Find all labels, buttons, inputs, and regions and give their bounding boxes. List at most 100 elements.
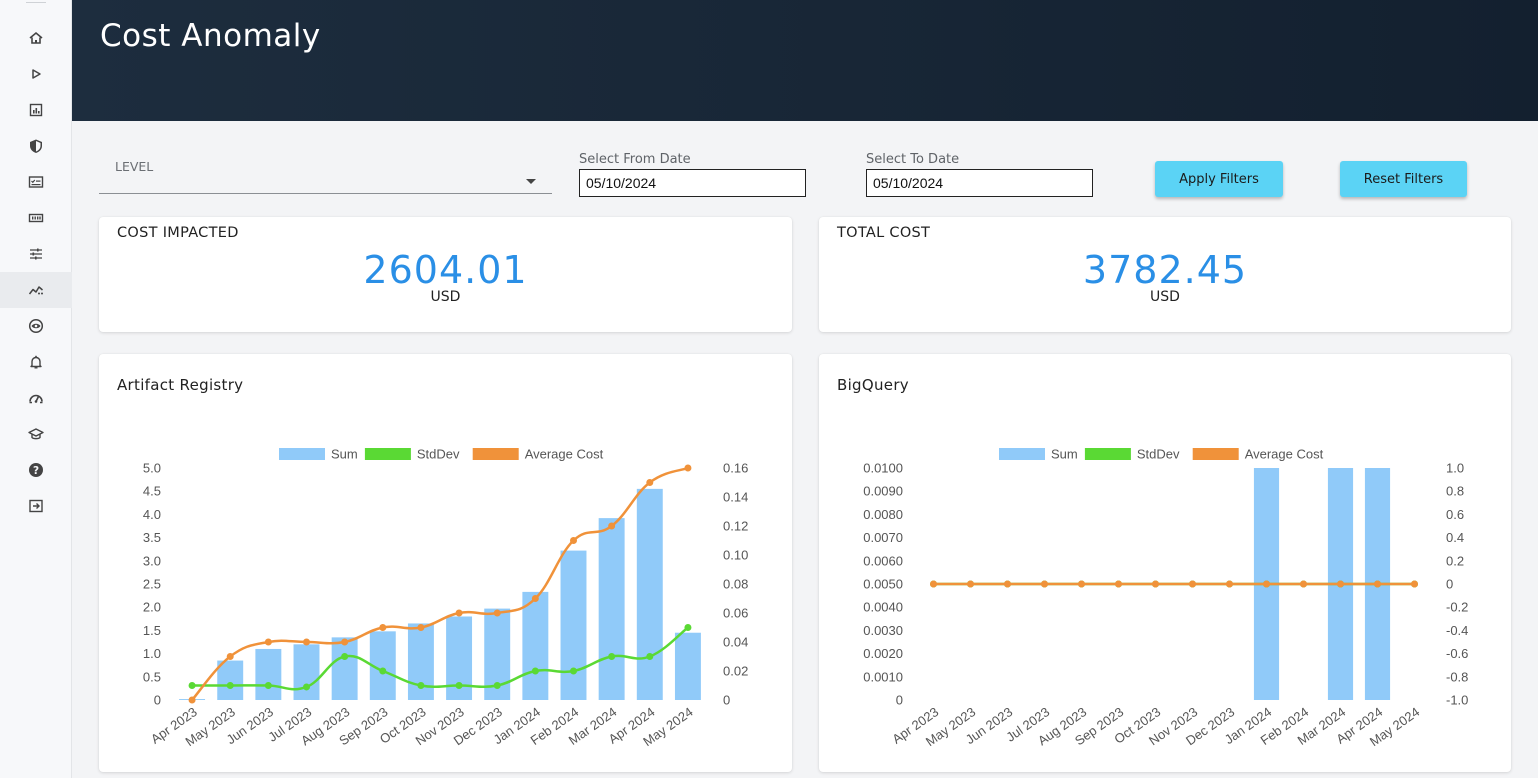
stddev-point bbox=[455, 682, 463, 689]
y-right-tick-label: 0.12 bbox=[723, 519, 748, 534]
from-date-label: Select From Date bbox=[579, 152, 691, 167]
cost-impacted-card: COST IMPACTED 2604.01 USD bbox=[99, 217, 792, 332]
svg-text:?: ? bbox=[33, 465, 39, 477]
y-left-tick-label: 0.0040 bbox=[863, 600, 903, 615]
chart-legend: Sum StdDev Average Cost bbox=[279, 447, 604, 462]
total-cost-title: TOTAL COST bbox=[837, 225, 931, 241]
y-left-tick-label: 3.0 bbox=[143, 553, 161, 568]
sidebar-item-anomaly-trend[interactable] bbox=[0, 272, 72, 308]
sum-bar bbox=[255, 648, 282, 700]
legend-label: Sum bbox=[1051, 447, 1078, 462]
chart-legend: Sum StdDev Average Cost bbox=[999, 447, 1324, 462]
sidebar-item-logout[interactable] bbox=[0, 488, 72, 524]
sum-bar bbox=[560, 550, 587, 700]
legend-label: Average Cost bbox=[525, 447, 604, 462]
total-cost-value: 3782.45 bbox=[1082, 248, 1248, 292]
level-select[interactable]: LEVEL bbox=[99, 150, 552, 194]
sidebar-item-play[interactable] bbox=[0, 56, 72, 92]
average-cost-point bbox=[226, 653, 234, 660]
artifact-registry-chart: Sum StdDev Average Cost 5.0 4.5 4.0 3.5 3.0 2.5 2… bbox=[143, 447, 748, 750]
average-cost-point bbox=[417, 624, 425, 631]
y-left-tick-label: 3.5 bbox=[143, 530, 161, 545]
sidebar-item-graduation-cap[interactable] bbox=[0, 416, 72, 452]
chart-title: BigQuery bbox=[837, 376, 909, 394]
y-left-tick-label: 0.5 bbox=[143, 669, 161, 684]
average-cost-point bbox=[570, 537, 577, 544]
y-left-tick-label: 2.0 bbox=[143, 600, 161, 615]
average-cost-line bbox=[191, 466, 689, 701]
sidebar-item-checklist[interactable] bbox=[0, 164, 72, 200]
legend-label: Sum bbox=[331, 447, 358, 462]
sum-bar bbox=[636, 488, 663, 700]
y-right-tick-label: 0.02 bbox=[723, 664, 748, 679]
y-right-tick-label: 0.6 bbox=[1446, 507, 1464, 522]
y-right-tick-label: 0.16 bbox=[723, 461, 748, 476]
total-cost-unit: USD bbox=[1150, 289, 1180, 305]
sidebar-item-grid[interactable] bbox=[0, 200, 72, 236]
help-icon: ? bbox=[28, 462, 44, 478]
average-cost-point bbox=[1226, 580, 1233, 588]
y-right-tick-label: 1.0 bbox=[1446, 461, 1464, 476]
legend-swatch-sum bbox=[999, 448, 1045, 460]
level-select-label: LEVEL bbox=[115, 159, 154, 174]
sidebar-item-shield[interactable] bbox=[0, 128, 72, 164]
y-right-tick-label: 0.8 bbox=[1446, 484, 1464, 499]
y-right-tick-label: 0.06 bbox=[723, 606, 748, 621]
y-left-tick-label: 0.0030 bbox=[863, 623, 903, 638]
page-title: Cost Anomaly bbox=[100, 18, 321, 54]
y-left-tick-label: 2.5 bbox=[143, 577, 161, 592]
y-left-tick-label: 0.0090 bbox=[863, 484, 903, 499]
sidebar-item-speedometer[interactable] bbox=[0, 380, 72, 416]
bar-chart-icon bbox=[28, 102, 44, 118]
legend-swatch-average-cost bbox=[472, 448, 519, 460]
average-cost-point bbox=[379, 624, 387, 631]
average-cost-point bbox=[1411, 580, 1418, 588]
logout-icon bbox=[28, 498, 44, 514]
y-right-tick-label: 0 bbox=[1446, 577, 1453, 592]
y-right-tick-label: 0.04 bbox=[723, 635, 748, 650]
sidebar-item-bell[interactable] bbox=[0, 344, 72, 380]
y-left-tick-label: 0.0050 bbox=[863, 577, 903, 592]
y-left-tick-label: 4.5 bbox=[143, 484, 161, 499]
sum-bar bbox=[674, 632, 701, 700]
y-right-tick-label: -0.2 bbox=[1446, 600, 1468, 615]
y-right-tick-label: 0 bbox=[723, 693, 730, 708]
average-cost-point bbox=[646, 479, 654, 486]
from-date-input[interactable] bbox=[579, 169, 806, 197]
to-date-input[interactable] bbox=[866, 169, 1093, 197]
y-right-tick-label: -0.6 bbox=[1446, 646, 1468, 661]
stddev-point bbox=[646, 653, 654, 660]
sidebar-item-home[interactable] bbox=[0, 20, 72, 56]
sidebar-item-sliders[interactable] bbox=[0, 236, 72, 272]
home-icon bbox=[28, 30, 44, 46]
average-cost-point bbox=[1337, 580, 1344, 588]
y-right-tick-label: -1.0 bbox=[1446, 693, 1468, 708]
stddev-point bbox=[531, 667, 539, 675]
sidebar-item-help[interactable]: ? bbox=[0, 452, 72, 488]
reset-filters-button[interactable]: Reset Filters bbox=[1340, 161, 1467, 197]
legend-swatch-stddev bbox=[1084, 448, 1131, 460]
average-cost-point bbox=[684, 464, 692, 472]
y-left-tick-label: 4.0 bbox=[143, 507, 161, 522]
to-date-label: Select To Date bbox=[866, 152, 960, 167]
sidebar-item-bar-chart[interactable] bbox=[0, 92, 72, 128]
average-cost-point bbox=[1152, 580, 1159, 588]
average-cost-point bbox=[1263, 580, 1270, 588]
stddev-point bbox=[303, 683, 310, 691]
y-left-tick-label: 0.0070 bbox=[863, 530, 903, 545]
stddev-point bbox=[417, 682, 425, 689]
average-cost-point bbox=[608, 522, 616, 530]
chevron-down-icon[interactable] bbox=[526, 179, 536, 184]
stddev-point bbox=[264, 682, 272, 689]
speedometer-icon bbox=[28, 390, 44, 406]
checklist-icon bbox=[28, 174, 44, 190]
total-cost-card: TOTAL COST 3782.45 USD bbox=[819, 217, 1511, 332]
stddev-point bbox=[493, 682, 501, 689]
graduation-cap-icon bbox=[28, 426, 44, 442]
y-left-tick-label: 0.0080 bbox=[863, 507, 903, 522]
sidebar-item-eye[interactable] bbox=[0, 308, 72, 344]
apply-filters-button[interactable]: Apply Filters bbox=[1155, 161, 1283, 197]
y-left-tick-label: 1.0 bbox=[143, 646, 161, 661]
y-left-tick-label: 0.0020 bbox=[863, 646, 903, 661]
chart-title: Artifact Registry bbox=[117, 376, 244, 394]
